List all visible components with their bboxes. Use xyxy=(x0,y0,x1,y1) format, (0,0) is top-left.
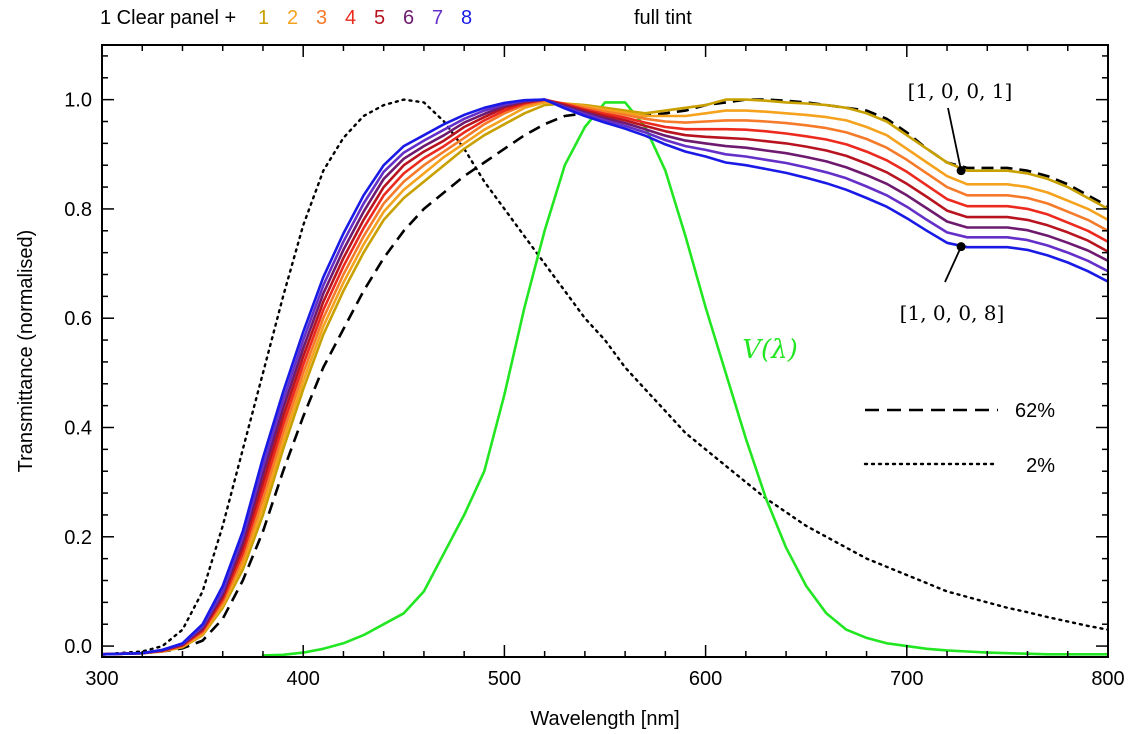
y-tick-label: 0.0 xyxy=(64,636,92,658)
line-style-legend: 62% 2% xyxy=(863,400,1055,477)
legend-label-62pct: 62% xyxy=(1015,400,1055,422)
y-tick-label: 0.4 xyxy=(64,418,92,440)
x-axis-title: Wavelength [nm] xyxy=(530,708,679,730)
series-line-5 xyxy=(102,98,1108,656)
annotation-leader-1 xyxy=(947,107,963,171)
plot-frame xyxy=(101,44,1109,658)
series-line-62pct xyxy=(102,98,1108,656)
series-line-3 xyxy=(102,99,1108,656)
axis-ticks xyxy=(101,45,1109,657)
series-line-4 xyxy=(102,98,1108,656)
v-lambda-label: V(λ) xyxy=(742,335,798,365)
legend-number-5: 5 xyxy=(374,7,385,29)
legend-label-2pct: 2% xyxy=(1026,455,1055,477)
series-line-8 xyxy=(102,98,1108,656)
legend-number-7: 7 xyxy=(432,7,443,29)
header-prefix: 1 Clear panel + xyxy=(100,7,236,29)
series-line-v-lambda xyxy=(261,101,1108,657)
legend-number-1: 1 xyxy=(258,7,269,29)
tick-labels: 300 400 500 600 700 800 0.0 0.2 0.4 0.6 0.8 1.0 xyxy=(64,90,1125,690)
annotation-leader-2 xyxy=(944,246,962,283)
annotations: [1, 0, 0, 1] [1, 0, 0, 8] V(λ) xyxy=(742,79,1012,365)
x-tick-label: 300 xyxy=(85,668,118,690)
x-tick-label: 600 xyxy=(689,668,722,690)
x-tick-label: 500 xyxy=(488,668,521,690)
y-tick-label: 0.2 xyxy=(64,527,92,549)
y-tick-label: 0.6 xyxy=(64,308,92,330)
series-line-6 xyxy=(102,98,1108,656)
header-suffix: full tint xyxy=(634,7,692,29)
y-axis-title: Transmittance (normalised) xyxy=(15,230,37,473)
annotation-dot-2 xyxy=(956,242,966,252)
x-tick-label: 400 xyxy=(287,668,320,690)
legend-number-6: 6 xyxy=(403,7,414,29)
legend-number-3: 3 xyxy=(316,7,327,29)
annotation-label-1: [1, 0, 0, 1] xyxy=(908,79,1013,103)
legend-number-4: 4 xyxy=(345,7,356,29)
y-tick-label: 1.0 xyxy=(64,90,92,112)
legend-number-8: 8 xyxy=(461,7,472,29)
series-line-2 xyxy=(102,101,1108,656)
annotation-label-2: [1, 0, 0, 8] xyxy=(900,301,1005,325)
annotation-dot-1 xyxy=(956,166,966,176)
x-tick-label: 700 xyxy=(890,668,923,690)
series-line-1 xyxy=(102,98,1108,656)
series-line-2pct xyxy=(102,98,1108,656)
y-tick-label: 0.8 xyxy=(64,199,92,221)
x-tick-label: 800 xyxy=(1091,668,1124,690)
legend-number-2: 2 xyxy=(287,7,298,29)
series-lines xyxy=(102,98,1108,657)
series-line-7 xyxy=(102,98,1108,656)
